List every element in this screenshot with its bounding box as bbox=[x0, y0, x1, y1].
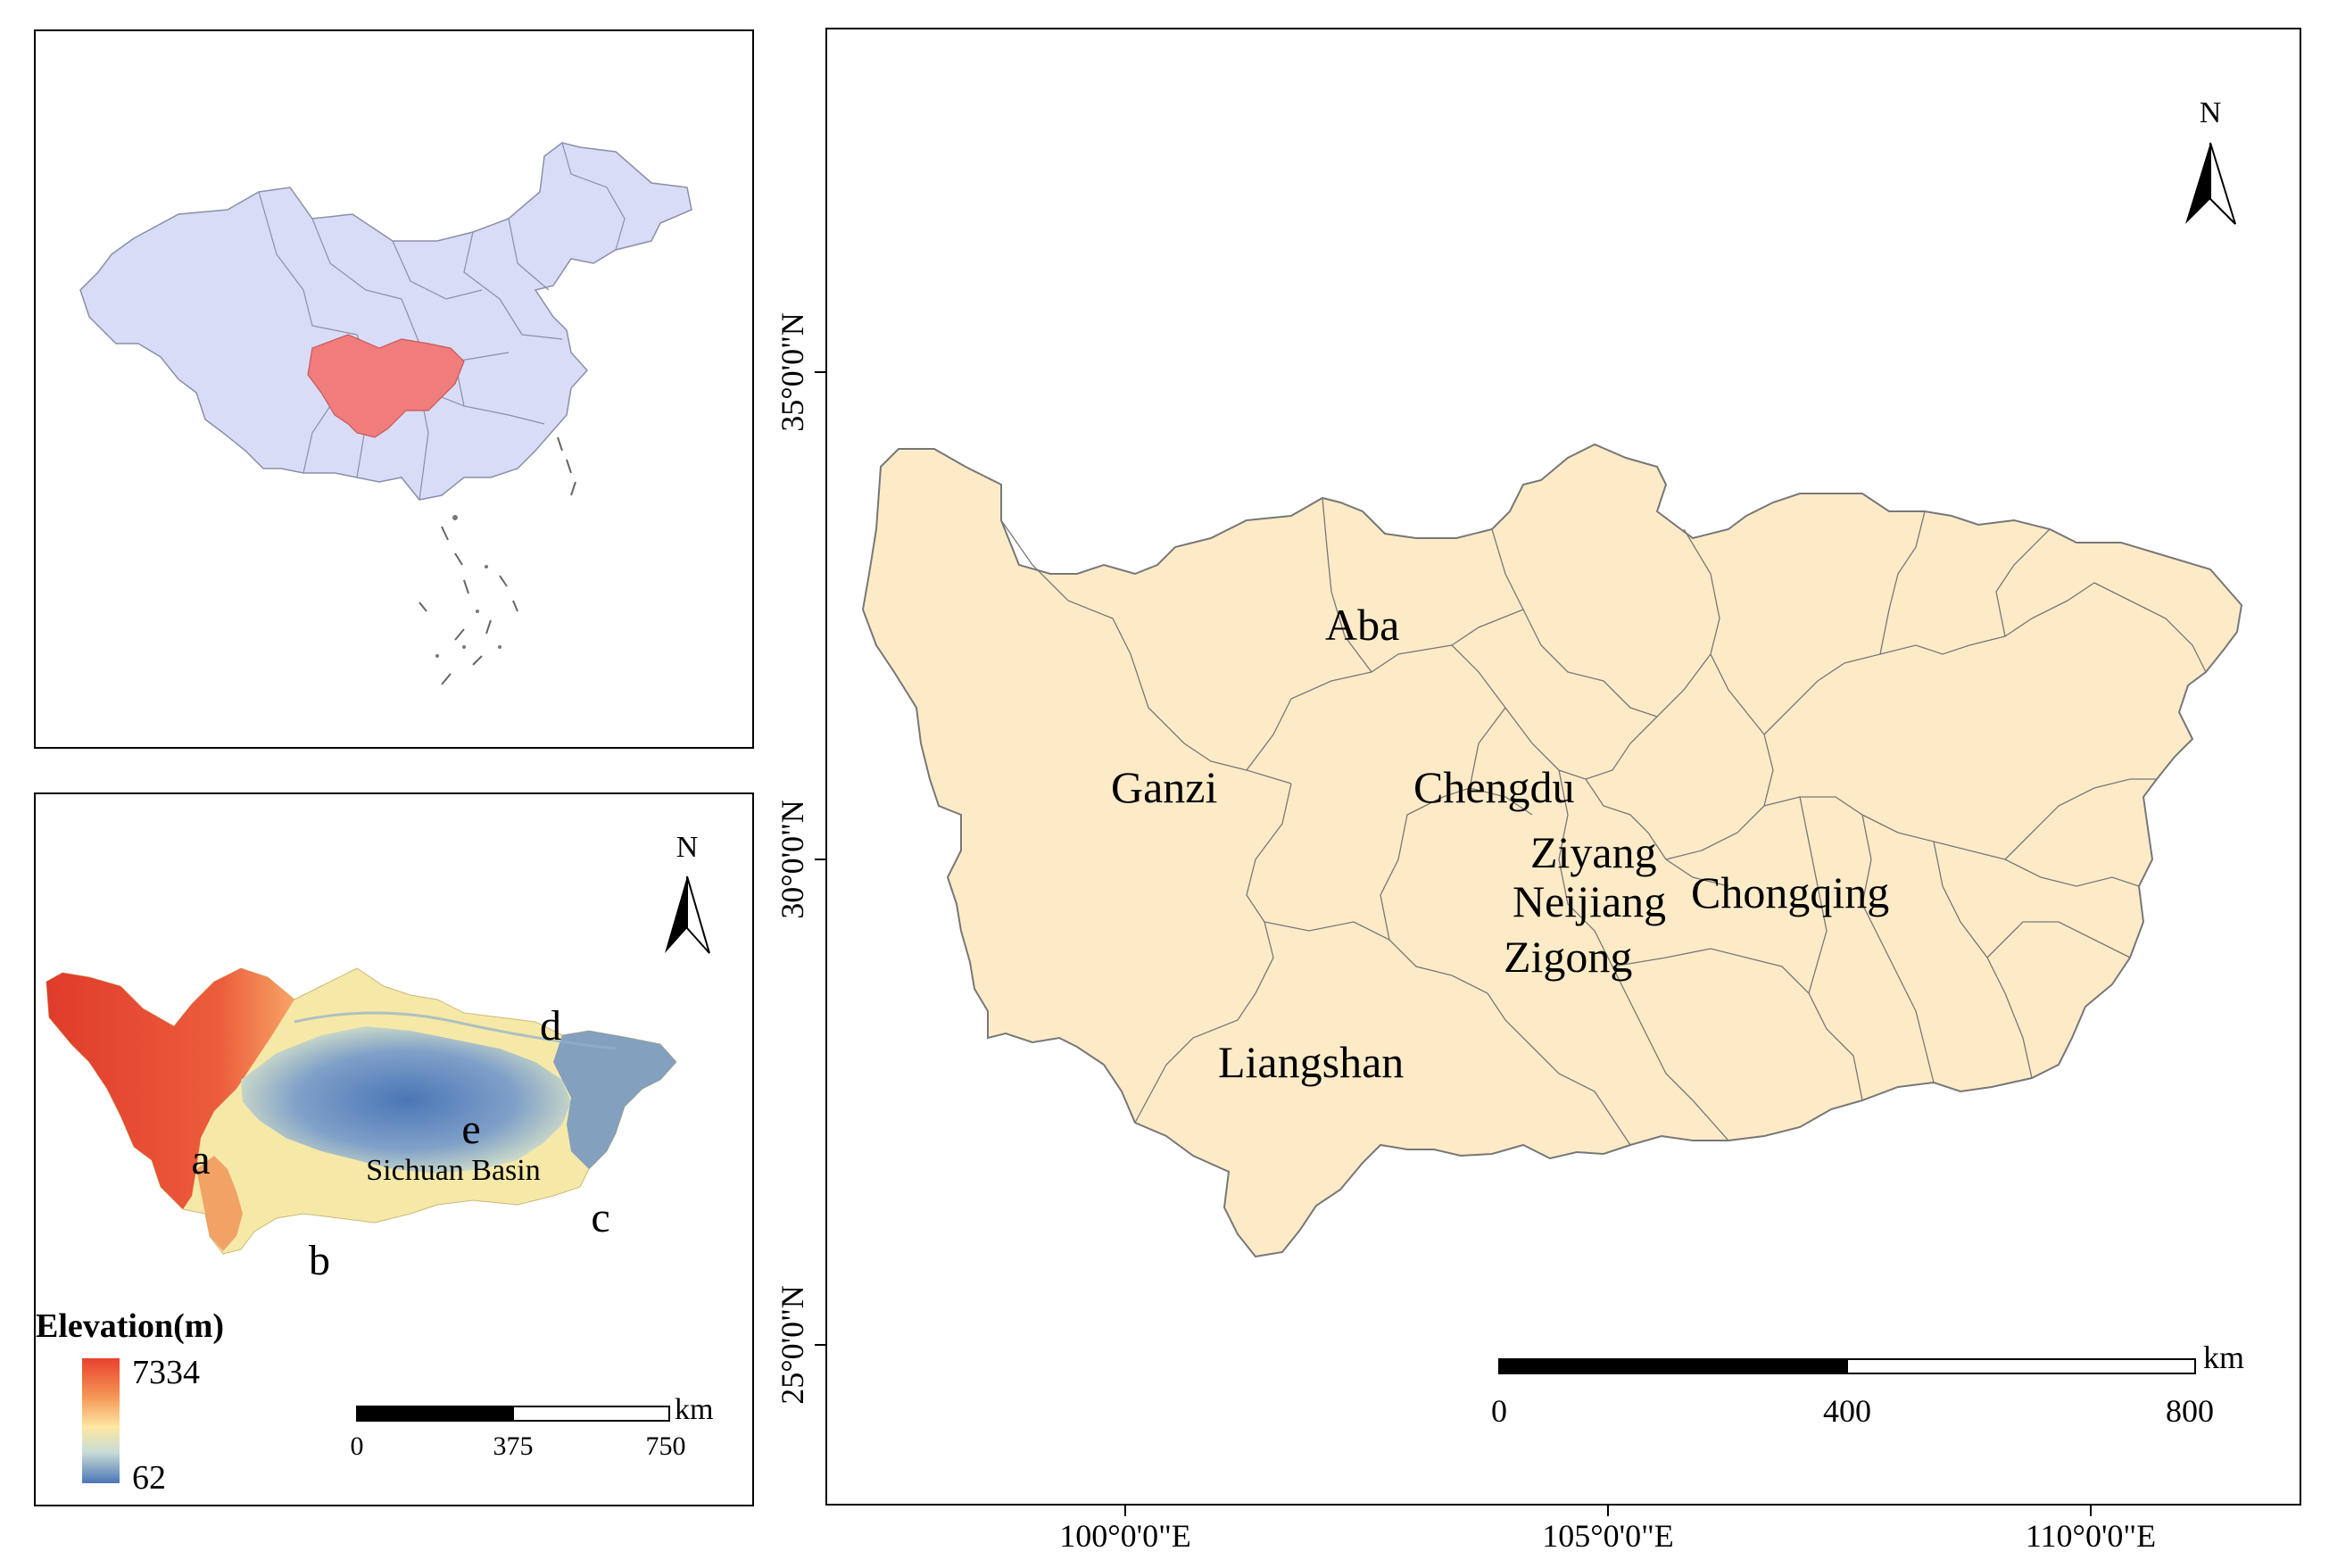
elevation-map: a b c d e Sichuan Basin N Elevation(m) 7… bbox=[36, 831, 714, 1497]
western-highlands bbox=[46, 968, 294, 1209]
city-label-chongqing: Chongqing bbox=[1691, 867, 1890, 917]
city-label-chengdu: Chengdu bbox=[1413, 762, 1575, 812]
island-dots bbox=[435, 515, 501, 658]
scale-unit: km bbox=[675, 1393, 713, 1426]
legend-min: 62 bbox=[132, 1459, 166, 1497]
lat-label-30: 30°0'0"N bbox=[775, 800, 810, 919]
lat-tick-25 bbox=[815, 1344, 825, 1346]
city-label-ziyang: Ziyang bbox=[1530, 827, 1657, 877]
main-map-svg: N 0 400 800 km bbox=[861, 96, 2244, 1429]
lon-label-100: 100°0'0"E bbox=[1059, 1518, 1191, 1554]
scale-bar: 0 375 750 km bbox=[351, 1393, 714, 1461]
china-outline bbox=[79, 142, 692, 501]
scale-label-400: 400 bbox=[1823, 1393, 1871, 1429]
lon-tick-105 bbox=[1607, 1506, 1609, 1516]
lat-tick-35 bbox=[815, 371, 825, 373]
city-label-zigong: Zigong bbox=[1504, 932, 1633, 982]
lon-tick-100 bbox=[1124, 1506, 1126, 1516]
region-label-b: b bbox=[309, 1237, 330, 1284]
eastern-blue bbox=[553, 1031, 676, 1169]
region-label-c: c bbox=[591, 1194, 609, 1241]
region-label-d: d bbox=[540, 1002, 561, 1049]
north-arrow: N bbox=[665, 831, 710, 954]
region-b-orange bbox=[196, 1156, 243, 1251]
lat-tick-30 bbox=[815, 859, 825, 860]
scale-bar: 0 400 800 km bbox=[1491, 1340, 2244, 1429]
scale-label-750: 750 bbox=[646, 1431, 686, 1461]
study-area bbox=[307, 334, 465, 438]
sichuan-basin bbox=[241, 1026, 571, 1174]
city-label-neijiang: Neijiang bbox=[1513, 876, 1667, 926]
scale-label-0: 0 bbox=[351, 1431, 364, 1461]
district-borders bbox=[1000, 497, 2207, 1146]
city-label-aba: Aba bbox=[1325, 600, 1400, 650]
city-label-liangshan: Liangshan bbox=[1218, 1037, 1405, 1087]
region-label-a: a bbox=[191, 1136, 210, 1183]
south-china-sea-islands bbox=[419, 436, 576, 685]
scale-unit: km bbox=[2203, 1340, 2244, 1375]
region-label-e: e bbox=[461, 1106, 480, 1153]
lon-label-110: 110°0'0"E bbox=[2025, 1518, 2157, 1554]
north-arrow: N bbox=[2185, 96, 2236, 225]
legend-color-ramp bbox=[82, 1358, 120, 1483]
lon-label-105: 105°0'0"E bbox=[1542, 1518, 1674, 1554]
legend-max: 7334 bbox=[132, 1354, 200, 1391]
city-label-ganzi: Ganzi bbox=[1111, 762, 1218, 812]
legend-title: Elevation(m) bbox=[36, 1307, 224, 1345]
scale-label-375: 375 bbox=[493, 1431, 534, 1461]
main-study-area-map: N 0 400 800 km Aba Ganzi Chengdu Ziyang … bbox=[825, 28, 2301, 1506]
north-arrow-label: N bbox=[2200, 96, 2222, 129]
china-map bbox=[79, 142, 692, 685]
lat-label-25: 25°0'0"N bbox=[775, 1285, 810, 1405]
basin-label: Sichuan Basin bbox=[366, 1154, 540, 1187]
lon-tick-110 bbox=[2090, 1506, 2092, 1516]
elevation-inset: a b c d e Sichuan Basin N Elevation(m) 7… bbox=[34, 792, 754, 1506]
china-location-inset bbox=[34, 29, 754, 749]
north-arrow-label: N bbox=[676, 831, 699, 864]
scale-label-800: 800 bbox=[2166, 1393, 2214, 1429]
lat-label-35: 35°0'0"N bbox=[775, 312, 810, 432]
scale-label-0: 0 bbox=[1491, 1393, 1507, 1429]
northern-ridge bbox=[294, 1011, 617, 1050]
